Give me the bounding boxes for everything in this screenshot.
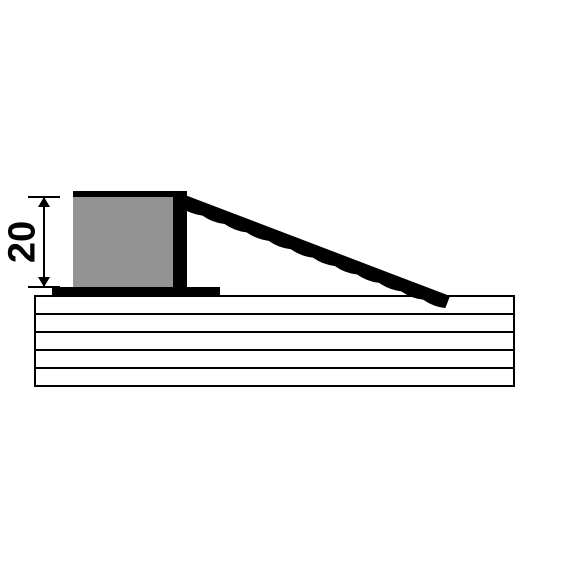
diagram-canvas: 20 [0, 0, 567, 567]
technical-drawing [0, 0, 567, 567]
dimension-label-height: 20 [2, 221, 45, 263]
